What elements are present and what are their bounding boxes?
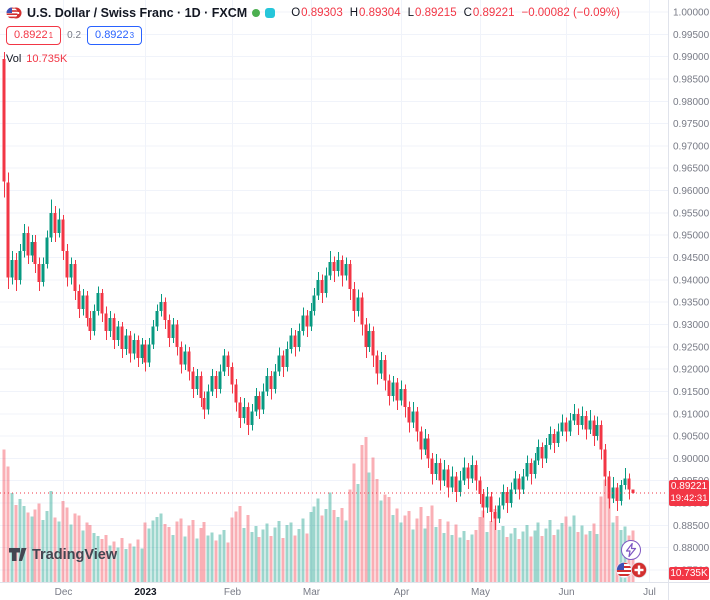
svg-text:0.96000: 0.96000 — [673, 186, 710, 197]
symbol-title[interactable]: U.S. Dollar / Swiss Franc · 1D · FXCM — [27, 5, 248, 20]
svg-text:Apr: Apr — [394, 587, 410, 598]
svg-text:0.98500: 0.98500 — [673, 74, 710, 85]
svg-text:0.95500: 0.95500 — [673, 208, 710, 219]
high-value: 0.89304 — [359, 6, 401, 19]
svg-text:0.95000: 0.95000 — [673, 231, 710, 242]
svg-text:Mar: Mar — [303, 587, 321, 598]
volume-axis-badge: 10.735K — [669, 567, 709, 580]
svg-text:0.91500: 0.91500 — [673, 387, 710, 398]
close-label: C — [463, 6, 472, 19]
tradingview-logo[interactable]: TradingView — [8, 546, 117, 563]
instant-trading-icon[interactable] — [621, 540, 641, 560]
svg-text:0.99000: 0.99000 — [673, 52, 710, 63]
bar-countdown: 19:42:31 — [670, 493, 708, 504]
svg-text:Jul: Jul — [643, 587, 656, 598]
close-value: 0.89221 — [472, 6, 515, 19]
volume-legend: Vol 10.735K — [6, 53, 620, 65]
low-value: 0.89215 — [415, 6, 457, 19]
time-axis-labels: Dec 2023 Feb Mar Apr May Jun Jul — [55, 587, 656, 598]
symbol-logo-icon — [6, 7, 22, 19]
svg-text:Dec: Dec — [55, 587, 73, 598]
svg-text:Feb: Feb — [224, 587, 242, 598]
svg-text:0.97000: 0.97000 — [673, 141, 710, 152]
svg-text:May: May — [471, 587, 490, 598]
candles-layer — [2, 52, 635, 530]
svg-text:0.93500: 0.93500 — [673, 298, 710, 309]
lightning-bolt-icon — [625, 543, 637, 557]
spread-value: 0.2 — [67, 30, 82, 41]
sell-button[interactable]: 0.8922 1 — [6, 26, 62, 45]
us-flag-icon — [616, 562, 632, 578]
tradingview-logo-text: TradingView — [32, 546, 118, 563]
svg-text:2023: 2023 — [134, 587, 157, 598]
svg-text:0.91000: 0.91000 — [673, 409, 710, 420]
last-price-value: 0.89221 — [670, 481, 708, 492]
volume-layer — [2, 437, 635, 582]
low-label: L — [407, 6, 415, 19]
time-axis[interactable] — [0, 582, 710, 600]
last-price-badge: 0.89221 19:42:31 — [669, 480, 709, 506]
svg-text:0.90000: 0.90000 — [673, 454, 710, 465]
buy-button[interactable]: 0.8922 3 — [87, 26, 143, 45]
ch-flag-icon — [631, 562, 647, 578]
ideas-icon[interactable] — [265, 7, 276, 18]
price-axis-labels: 1.00000 0.99500 0.99000 0.98500 0.98000 0.975… — [673, 8, 710, 577]
svg-text:0.94000: 0.94000 — [673, 275, 710, 286]
volume-value: 10.735K — [26, 53, 68, 65]
svg-text:0.98000: 0.98000 — [673, 97, 710, 108]
tradingview-mark-icon — [9, 548, 27, 561]
svg-text:0.96500: 0.96500 — [673, 164, 710, 175]
change-value: −0.00082 (−0.09%) — [521, 6, 620, 19]
svg-text:0.90500: 0.90500 — [673, 432, 710, 443]
high-label: H — [349, 6, 359, 19]
svg-text:1.00000: 1.00000 — [673, 8, 710, 19]
svg-text:0.92500: 0.92500 — [673, 342, 710, 353]
open-label: O — [291, 6, 301, 19]
svg-text:0.94500: 0.94500 — [673, 253, 710, 264]
svg-text:0.88000: 0.88000 — [673, 543, 710, 554]
svg-text:0.92000: 0.92000 — [673, 365, 710, 376]
grid-layer — [0, 0, 668, 582]
svg-text:0.93000: 0.93000 — [673, 320, 710, 331]
volume-label: Vol — [6, 53, 22, 65]
market-status-dot-icon — [252, 8, 261, 17]
svg-text:0.97500: 0.97500 — [673, 119, 710, 130]
open-value: 0.89303 — [301, 6, 343, 19]
ohlc-values: O 0.89303 H 0.89304 L 0.89215 C 0.89221 −0.0… — [284, 7, 620, 19]
svg-text:0.99500: 0.99500 — [673, 30, 710, 41]
svg-text:0.88500: 0.88500 — [673, 521, 710, 532]
currency-pair-flags — [616, 562, 647, 578]
svg-text:Jun: Jun — [558, 587, 574, 598]
